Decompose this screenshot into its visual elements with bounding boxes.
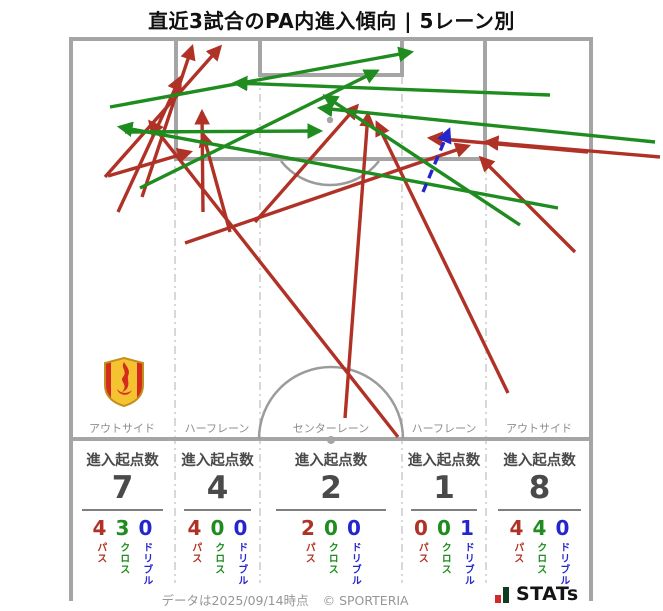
cross-label: クロス	[326, 542, 338, 575]
dribble-label: ドリブル	[557, 542, 569, 586]
origin-count-value: 4	[206, 470, 229, 506]
cross-label: クロス	[534, 542, 546, 575]
arrow-cross	[231, 75, 551, 97]
arrow-dribble	[421, 127, 452, 193]
arrow-cross	[109, 46, 415, 109]
cross-count: 0	[324, 516, 338, 540]
stats-logo: STATs	[494, 585, 579, 604]
lane-label-outside-left: アウトサイド	[89, 422, 155, 435]
arrow-pass	[375, 120, 510, 394]
pass-count: 0	[414, 516, 428, 540]
arrow-pass	[116, 75, 182, 213]
cross-label: クロス	[117, 542, 129, 575]
team-crest-icon	[104, 356, 144, 408]
origin-count-label: 進入起点数	[86, 453, 159, 469]
pass-count: 4	[187, 516, 202, 540]
bar-chart-icon	[495, 587, 509, 603]
stats-column-half-left: 進入起点数 4 4 パス 0 クロス 0 ドリブル	[175, 446, 260, 586]
center-circle	[257, 365, 405, 440]
origin-count-value: 2	[320, 470, 342, 506]
pass-count: 4	[92, 516, 107, 540]
cross-label: クロス	[212, 542, 224, 575]
origin-count-label: 進入起点数	[503, 453, 576, 469]
dribble-count: 0	[347, 516, 361, 540]
cross-count: 4	[532, 516, 547, 540]
data-timestamp: データは2025/09/14時点	[161, 593, 309, 608]
arrow-pass	[478, 155, 577, 254]
lane-label-outside-right: アウトサイド	[506, 422, 572, 435]
stats-column-outside-left: 進入起点数 7 4 パス 3 クロス 0 ドリブル	[70, 446, 175, 586]
pass-label: パス	[94, 542, 106, 564]
lane-label-half-right: ハーフレーン	[411, 422, 477, 435]
origin-count-value: 8	[528, 470, 551, 506]
lane-label-center: センターレーン	[292, 422, 370, 435]
cross-count: 0	[437, 516, 451, 540]
page-title: 直近3試合のPA内進入傾向 | 5レーン別	[148, 9, 515, 33]
copyright: © SPORTERIA	[322, 593, 409, 608]
divider-rule	[411, 509, 477, 511]
arrow-pass	[194, 108, 210, 213]
origin-count-label: 進入起点数	[407, 453, 481, 469]
origin-count-label: 進入起点数	[181, 453, 254, 469]
divider-rule	[81, 509, 164, 511]
origin-count-label: 進入起点数	[294, 453, 368, 469]
arrow-pass	[426, 131, 589, 154]
arrow-pass	[253, 103, 360, 224]
pass-label: パス	[416, 542, 428, 564]
arrow-cross	[139, 69, 380, 190]
arrow-cross	[116, 121, 559, 210]
dribble-label: ドリブル	[140, 542, 152, 586]
dribble-count: 0	[138, 516, 153, 540]
arrow-cross	[322, 94, 521, 227]
arrow-pass	[148, 119, 400, 439]
arrow-cross	[316, 101, 656, 144]
origin-count-value: 1	[433, 470, 455, 506]
dribble-label: ドリブル	[462, 542, 474, 586]
cross-count: 3	[115, 516, 130, 540]
lane-label-half-left: ハーフレーン	[184, 422, 250, 435]
origin-count-value: 7	[111, 470, 134, 506]
pass-label: パス	[189, 542, 201, 564]
dribble-count: 0	[555, 516, 570, 540]
arrow-pass	[140, 44, 196, 198]
stats-column-half-right: 進入起点数 1 0 パス 0 クロス 1 ドリブル	[402, 446, 486, 586]
dribble-count: 0	[233, 516, 248, 540]
divider-rule	[497, 509, 582, 511]
divider-rule	[184, 509, 251, 511]
footer-note: データは2025/09/14時点 © SPORTERIA	[0, 590, 570, 609]
cross-label: クロス	[439, 542, 451, 575]
team-crest	[101, 356, 147, 412]
penalty-spot	[326, 116, 334, 124]
dribble-count: 1	[460, 516, 474, 540]
cross-count: 0	[210, 516, 225, 540]
dribble-label: ドリブル	[235, 542, 247, 586]
dribble-label: ドリブル	[349, 542, 361, 586]
center-spot	[327, 436, 335, 444]
pass-label: パス	[511, 542, 523, 564]
arrow-pass	[343, 110, 375, 419]
pass-count: 2	[301, 516, 315, 540]
divider-rule	[275, 509, 387, 511]
arrow-cross	[124, 123, 324, 139]
stats-logo-text: STATs	[516, 583, 579, 605]
pass-count: 4	[509, 516, 524, 540]
entry-arrows	[103, 44, 661, 439]
stats-column-outside-right: 進入起点数 8 4 パス 4 クロス 0 ドリブル	[486, 446, 593, 586]
pass-label: パス	[303, 542, 315, 564]
stats-column-center: 進入起点数 2 2 パス 0 クロス 0 ドリブル	[260, 446, 402, 586]
